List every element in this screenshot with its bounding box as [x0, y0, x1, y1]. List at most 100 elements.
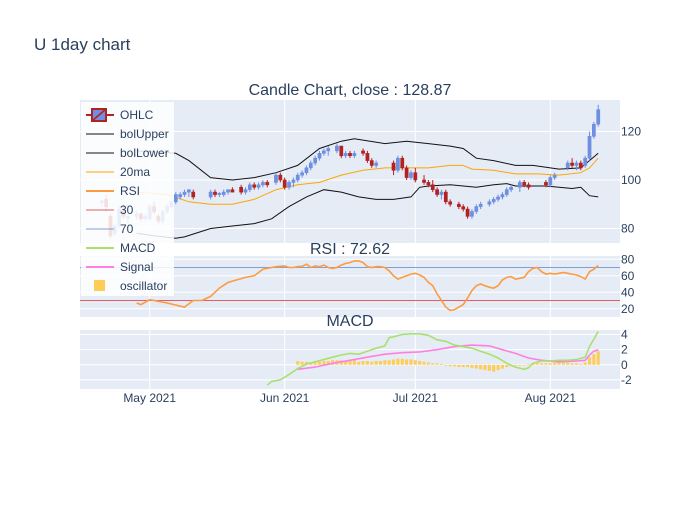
legend-candle-slash — [91, 108, 107, 122]
candle-body — [261, 182, 265, 186]
candle-body — [278, 174, 283, 181]
candle-body — [226, 189, 230, 193]
x-tick-label: May 2021 — [123, 391, 176, 405]
candle-body — [361, 150, 365, 154]
oscillator-bar — [383, 360, 387, 365]
candle — [570, 158, 574, 168]
oscillator-bar — [535, 363, 539, 365]
oscillator-bar — [357, 361, 361, 365]
candle — [308, 160, 313, 171]
candle — [326, 146, 331, 156]
candle-body — [474, 206, 479, 212]
candle — [291, 177, 296, 188]
oscillator-bar — [461, 364, 465, 368]
oscillator-bar — [452, 364, 457, 367]
legend-item-bolLower: bolLower — [86, 146, 169, 160]
candle — [435, 187, 439, 197]
y-tick-label: 120 — [621, 125, 641, 139]
candle-body — [487, 201, 492, 205]
legend-item-rsi70: 70 — [86, 222, 134, 236]
oscillator-bar — [392, 359, 396, 365]
candle — [422, 175, 426, 185]
candle-body — [592, 123, 596, 137]
candle-body — [522, 182, 527, 186]
oscillator-bar — [413, 360, 417, 365]
candle — [213, 189, 217, 197]
candle-body — [396, 157, 400, 171]
candle — [252, 182, 257, 190]
candle — [583, 155, 588, 168]
candle-body — [583, 157, 588, 166]
candle — [322, 148, 326, 156]
oscillator-bar — [435, 363, 439, 365]
oscillator-bar — [527, 364, 531, 365]
candle-body — [217, 193, 222, 195]
candle-body — [221, 191, 226, 195]
candle-body — [239, 186, 243, 193]
candle-body — [448, 201, 453, 205]
candle — [295, 172, 300, 183]
candle-body — [374, 162, 378, 166]
candle-body — [574, 162, 579, 166]
candle-body — [230, 189, 235, 193]
y-tick-label: 2 — [621, 343, 628, 357]
rsi-panel-title: RSI : 72.62 — [310, 241, 390, 258]
candle-body — [409, 172, 413, 178]
y-tick-label: 80 — [621, 221, 635, 235]
candle — [261, 179, 265, 188]
candle — [517, 179, 522, 193]
macd-line — [266, 331, 599, 386]
candle — [413, 167, 418, 183]
oscillator-bar — [365, 361, 369, 365]
candle — [404, 165, 409, 180]
oscillator-bar — [457, 364, 461, 368]
candle — [304, 165, 309, 176]
candle — [352, 150, 357, 159]
oscillator-bar — [348, 359, 352, 365]
candle — [478, 201, 483, 210]
candle — [339, 145, 344, 159]
oscillator-bar — [583, 362, 587, 365]
oscillator-bar — [479, 364, 483, 370]
candle — [457, 201, 461, 210]
candle — [391, 160, 396, 176]
candle-body — [208, 191, 213, 198]
oscillator-bar — [409, 359, 413, 365]
y-tick-label: -2 — [621, 373, 632, 387]
legend-item-bolUpper: bolUpper — [86, 127, 169, 141]
oscillator-bar — [500, 364, 504, 369]
candle-body — [243, 189, 248, 193]
candle — [226, 189, 230, 195]
candle-body — [548, 177, 553, 186]
x-tick-label: Jun 2021 — [260, 391, 310, 405]
candle — [474, 204, 479, 214]
candle — [317, 150, 322, 161]
oscillator-bar — [322, 361, 326, 365]
candle — [208, 189, 213, 200]
oscillator-bar — [513, 364, 518, 366]
candle-body — [339, 145, 344, 157]
y-tick-label: 0 — [621, 358, 628, 372]
candle — [396, 155, 400, 173]
candle-body — [282, 179, 287, 188]
candle — [487, 199, 492, 207]
candle-body — [544, 182, 548, 186]
legend-item-oscillator: oscillator — [94, 279, 167, 293]
oscillator-bar — [426, 362, 430, 365]
candle-body — [465, 208, 470, 217]
candle — [348, 150, 352, 159]
candle — [461, 204, 466, 212]
candle — [439, 189, 444, 200]
candle — [173, 192, 178, 205]
candle — [592, 121, 596, 139]
candle — [239, 184, 243, 195]
candle — [400, 155, 405, 171]
candle — [526, 182, 531, 190]
oscillator-bar — [422, 361, 426, 365]
candle-body — [274, 174, 278, 183]
oscillator-bar — [444, 364, 448, 366]
oscillator-bar — [496, 364, 500, 371]
legend-label: Signal — [120, 260, 153, 274]
candle-body — [496, 196, 500, 200]
